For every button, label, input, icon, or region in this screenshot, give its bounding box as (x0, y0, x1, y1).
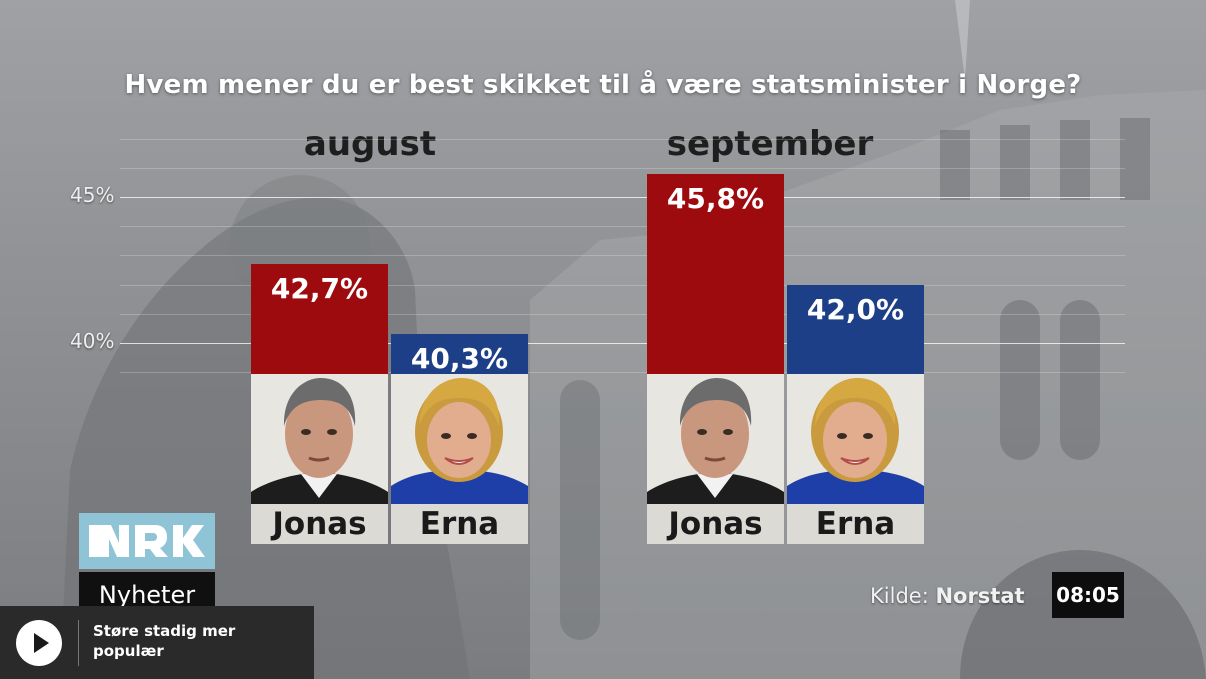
nrk-logo-icon (89, 525, 205, 557)
source-label: Kilde: Norstat (870, 584, 1025, 608)
gridline-minor (120, 314, 1125, 315)
caption-divider (78, 620, 79, 666)
candidate-name: Jonas (251, 504, 388, 544)
bar-value-label: 42,7% (270, 272, 369, 305)
chart-title: Hvem mener du er best skikket til å være… (124, 70, 1082, 100)
gridline-minor (120, 139, 1125, 140)
gridline-minor (120, 255, 1125, 256)
bar-september-jonas: 45,8% (647, 174, 784, 374)
bar-august-jonas: 42,7% (251, 264, 388, 374)
gridline-major (120, 343, 1125, 344)
gridline-minor (120, 226, 1125, 227)
bar-august-erna: 40,3% (391, 334, 528, 375)
y-tick-label: 45% (70, 183, 115, 207)
y-tick-label: 40% (70, 329, 115, 353)
source-name: Norstat (935, 584, 1025, 608)
clock: 08:05 (1052, 572, 1124, 618)
portrait-erna: Erna (787, 374, 924, 544)
candidate-name: Erna (787, 504, 924, 544)
candidate-name: Erna (391, 504, 528, 544)
gridline-minor (120, 285, 1125, 286)
play-icon (34, 633, 49, 653)
gridline-minor (120, 372, 1125, 373)
bar-value-label: 45,8% (666, 182, 765, 215)
candidate-name: Jonas (647, 504, 784, 544)
portrait-jonas: Jonas (251, 374, 388, 544)
bar-september-erna: 42,0% (787, 285, 924, 374)
video-caption: Støre stadig mer populær (93, 622, 236, 660)
portrait-jonas: Jonas (647, 374, 784, 544)
group-label-september: september (666, 124, 874, 164)
bar-value-label: 42,0% (806, 293, 905, 326)
gridline-major (120, 197, 1125, 198)
bar-value-label: 40,3% (410, 342, 509, 375)
gridline-minor (120, 168, 1125, 169)
portrait-erna: Erna (391, 374, 528, 544)
group-label-august: august (303, 124, 437, 164)
play-button[interactable] (16, 620, 62, 666)
nrk-logo (79, 513, 215, 569)
source-prefix: Kilde: (870, 584, 929, 608)
